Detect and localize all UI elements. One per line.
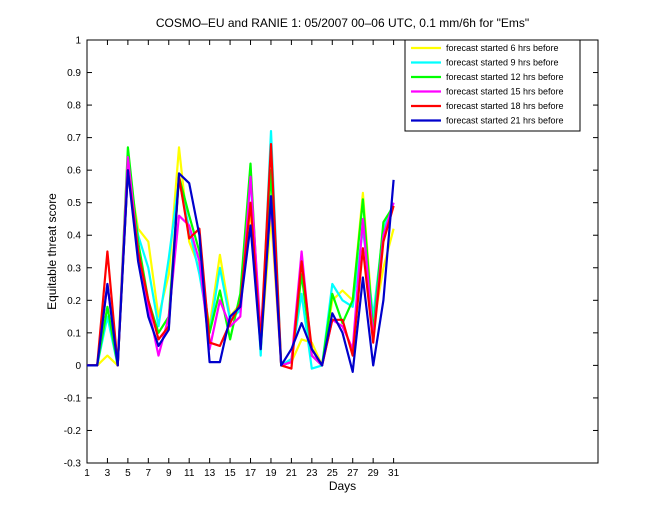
legend: forecast started 6 hrs before forecast st… [404, 39, 581, 132]
y-tick-label: 0.1 [67, 328, 81, 339]
x-tick-label: 27 [347, 468, 359, 479]
x-tick-label: 29 [368, 468, 380, 479]
x-tick-label: 15 [225, 468, 237, 479]
legend-entry-label: forecast started 6 hrs before [446, 43, 559, 53]
x-tick-label: 7 [146, 468, 152, 479]
legend-entry-label: forecast started 15 hrs before [446, 87, 564, 97]
x-tick-label: 13 [204, 468, 216, 479]
x-tick-label: 31 [388, 468, 400, 479]
y-tick-label: -0.2 [64, 426, 82, 437]
series-line-6 [87, 169, 395, 373]
y-tick-label: 0.6 [67, 166, 81, 177]
x-tick-label: 9 [166, 468, 172, 479]
y-tick-label: 0.3 [67, 263, 81, 274]
y-tick-label: 0.5 [67, 198, 81, 209]
y-axis-label: Equitable threat score [45, 193, 59, 310]
y-tick-label: 1 [75, 36, 81, 47]
y-tick-label: 0.8 [67, 101, 81, 112]
y-tick-label: 0 [75, 361, 81, 372]
x-tick-label: 1 [84, 468, 90, 479]
chart-title: COSMO–EU and RANIE 1: 05/2007 00–06 UTC,… [156, 16, 529, 30]
y-tick-label: -0.3 [64, 459, 82, 470]
x-axis-label: Days [329, 479, 356, 493]
y-tick-label: 0.9 [67, 68, 81, 79]
x-tick-label: 19 [265, 468, 277, 479]
axis-ticks: -0.3 -0.2 -0.1 0 0.1 0.2 0.3 0.4 0.5 0.6 0.7 0.8 0.9… [64, 36, 598, 479]
legend-entry-label: forecast started 9 hrs before [446, 58, 559, 68]
x-tick-label: 25 [327, 468, 339, 479]
y-tick-label: -0.1 [64, 393, 82, 404]
y-tick-label: 0.2 [67, 296, 81, 307]
legend-entry-label: forecast started 12 hrs before [446, 72, 564, 82]
legend-entry-label: forecast started 21 hrs before [446, 116, 564, 126]
x-tick-label: 5 [125, 468, 131, 479]
x-tick-label: 23 [306, 468, 318, 479]
x-tick-label: 17 [245, 468, 257, 479]
y-tick-label: 0.7 [67, 133, 81, 144]
legend-box [404, 39, 581, 132]
legend-entry-label: forecast started 18 hrs before [446, 101, 564, 111]
x-tick-label: 21 [286, 468, 298, 479]
series-lines [87, 130, 395, 373]
x-tick-label: 3 [105, 468, 111, 479]
y-tick-label: 0.4 [67, 231, 81, 242]
x-tick-label: 11 [184, 468, 195, 479]
